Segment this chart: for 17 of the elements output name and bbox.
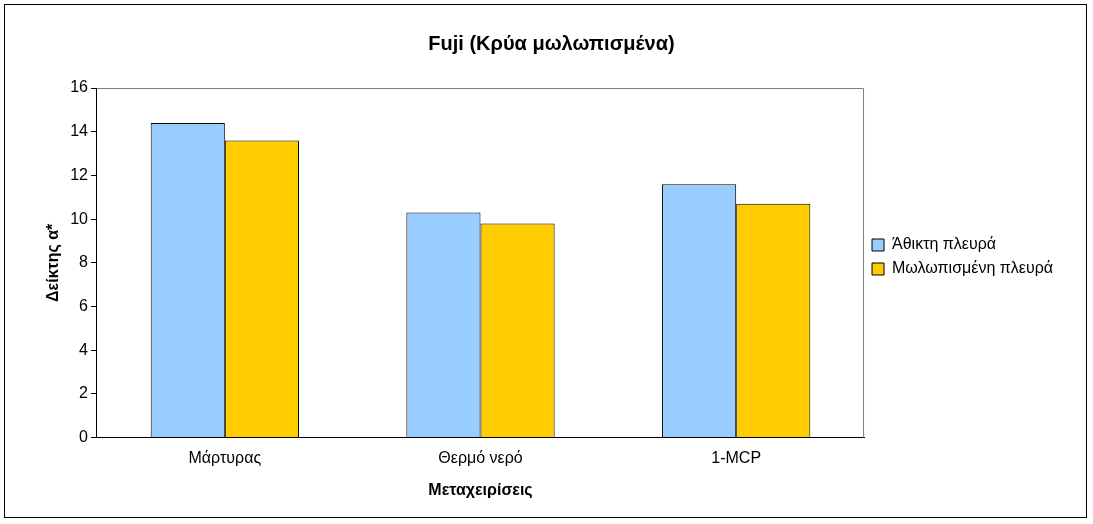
y-tick-label: 4 (79, 340, 89, 358)
x-tick-label: Μάρτυρας (188, 448, 262, 466)
legend-label: Άθικτη πλευρά (892, 235, 997, 253)
legend-label: Μωλωπισμένη πλευρά (892, 259, 1054, 277)
x-axis-title: Μεταχειρίσεις (428, 480, 533, 499)
y-tick-label: 16 (70, 78, 89, 96)
y-tick-label: 12 (70, 165, 89, 183)
y-tick-label: 10 (70, 209, 89, 227)
y-tick-label: 14 (70, 122, 89, 140)
chart-title: Fuji (Κρύα μωλωπισμένα) (428, 31, 675, 54)
y-tick-label: 0 (79, 428, 89, 446)
y-axis-title: Δείκτης α* (44, 222, 63, 302)
y-tick-label: 6 (79, 296, 89, 314)
y-tick-label: 2 (79, 384, 89, 402)
x-tick-label: Θερμό νερό (438, 448, 523, 466)
y-tick-label: 8 (79, 253, 89, 271)
x-tick-label: 1-MCP (711, 448, 762, 466)
